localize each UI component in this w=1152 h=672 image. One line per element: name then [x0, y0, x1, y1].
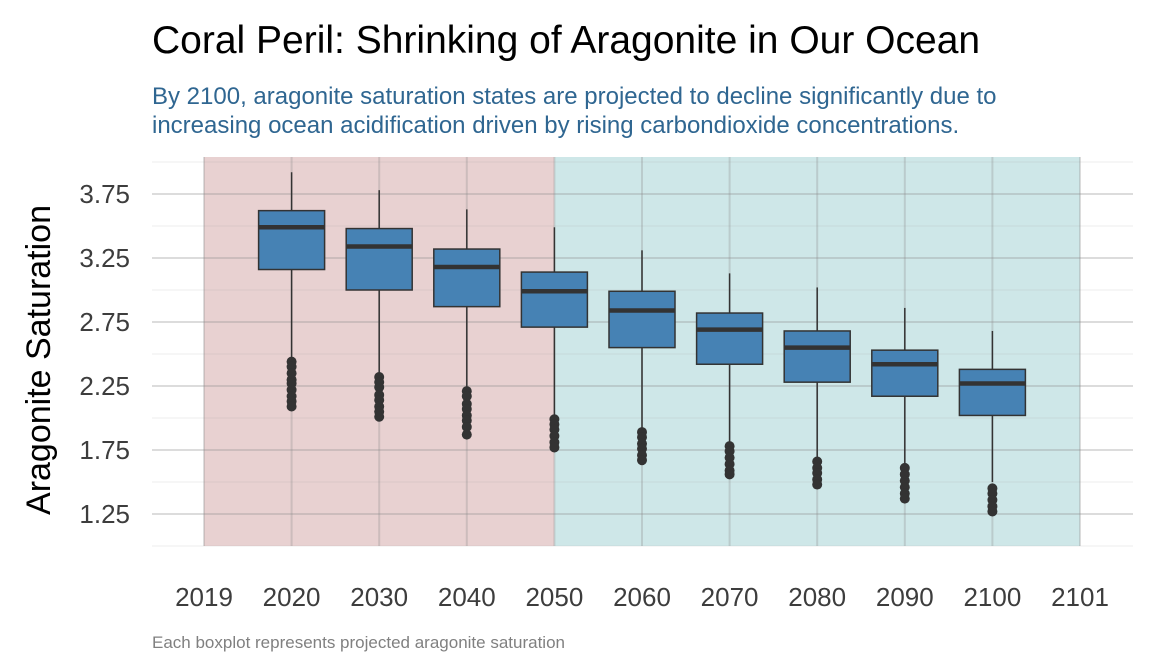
chart-subtitle-line-2: increasing ocean acidification driven by… [152, 112, 959, 139]
outlier-point [812, 479, 823, 490]
box [433, 248, 501, 308]
x-tick-label: 2030 [350, 582, 408, 612]
outlier-point [637, 455, 647, 466]
y-axis-label: Aragonite Saturation [20, 205, 58, 515]
x-tick-label: 2020 [263, 582, 321, 612]
box [695, 312, 764, 365]
outlier-point [286, 401, 297, 412]
y-tick-label: 1.75 [79, 435, 130, 465]
x-tick-label: 2100 [963, 582, 1021, 612]
y-tick-label: 3.25 [79, 243, 130, 273]
box [608, 290, 676, 349]
x-tick-label: 2101 [1051, 582, 1109, 612]
x-tick-label: 2019 [175, 582, 233, 612]
outlier-point [461, 429, 472, 440]
box [958, 368, 1027, 417]
outlier-point [724, 469, 735, 480]
x-tick-label: 2070 [701, 582, 759, 612]
box [520, 271, 589, 328]
outlier-point [374, 411, 385, 422]
x-tick-label: 2090 [876, 582, 934, 612]
y-tick-label: 3.75 [79, 179, 130, 209]
box [871, 349, 939, 397]
outlier-point [461, 391, 472, 402]
box [257, 209, 326, 271]
outlier-point [899, 493, 910, 504]
box [345, 227, 413, 291]
chart-title: Coral Peril: Shrinking of Aragonite in O… [152, 19, 980, 62]
outlier-point [374, 382, 385, 393]
y-tick-label: 2.25 [79, 371, 130, 401]
chart-subtitle-line-1: By 2100, aragonite saturation states are… [152, 83, 997, 110]
box [783, 330, 851, 383]
chart-caption: Each boxplot represents projected aragon… [152, 633, 565, 652]
y-tick-label: 1.25 [79, 499, 130, 529]
outlier-point [461, 421, 472, 432]
x-tick-label: 2050 [525, 582, 583, 612]
x-tick-label: 2060 [613, 582, 671, 612]
outlier-point [987, 506, 998, 517]
x-tick-label: 2040 [438, 582, 496, 612]
x-tick-label: 2080 [788, 582, 846, 612]
outlier-point [549, 442, 560, 453]
plot-area: 1.25 1.75 2.25 2.75 3.25 3.75 2019 2020 2030 2040… [79, 157, 1133, 612]
y-tick-label: 2.75 [79, 307, 130, 337]
